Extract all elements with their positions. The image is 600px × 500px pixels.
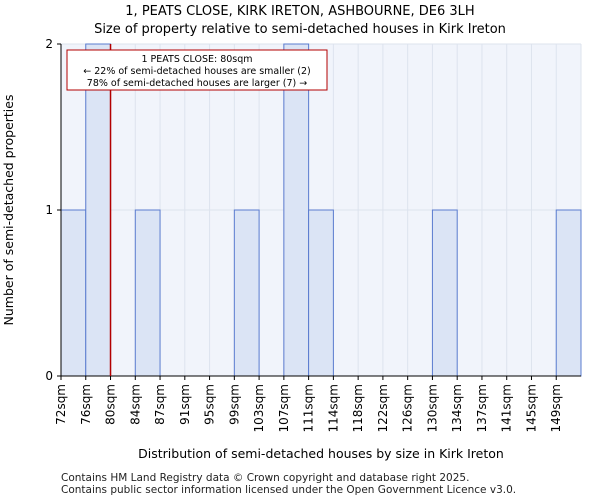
annotation-box	[66, 49, 328, 91]
y-tick-label: 0	[45, 369, 53, 383]
x-tick-label-72sqm: 72sqm	[54, 384, 68, 425]
x-tick-label-76sqm: 76sqm	[79, 384, 93, 425]
annotation-line1: 1 PEATS CLOSE: 80sqm	[141, 54, 252, 65]
x-tick-label-114sqm: 114sqm	[326, 384, 340, 432]
annotation-line2: ← 22% of semi-detached houses are smalle…	[83, 66, 311, 77]
footer-licence: Contains public sector information licen…	[61, 484, 517, 496]
y-axis-label: Number of semi-detached properties	[1, 95, 16, 326]
bar-111sqm	[308, 209, 334, 377]
x-tick-label-103sqm: 103sqm	[252, 384, 266, 432]
bar-149sqm	[555, 209, 582, 377]
bar-76sqm	[85, 43, 112, 377]
annotation-line3: 78% of semi-detached houses are larger (…	[87, 78, 307, 89]
footer-copyright: Contains HM Land Registry data © Crown c…	[61, 472, 470, 484]
bar-99sqm	[233, 209, 260, 377]
x-tick-label-149sqm: 149sqm	[549, 384, 563, 432]
x-tick-label-91sqm: 91sqm	[178, 384, 192, 425]
y-tick-label: 2	[45, 37, 53, 51]
bar-107sqm	[283, 43, 310, 377]
x-tick-label-111sqm: 111sqm	[302, 384, 316, 432]
chart-title-line2: Size of property relative to semi-detach…	[94, 22, 506, 37]
x-tick-label-122sqm: 122sqm	[376, 384, 390, 432]
chart-title-line1: 1, PEATS CLOSE, KIRK IRETON, ASHBOURNE, …	[125, 4, 475, 19]
x-tick-label-137sqm: 137sqm	[475, 384, 489, 432]
x-tick-label-80sqm: 80sqm	[104, 384, 118, 425]
bar-84sqm	[134, 209, 161, 377]
x-tick-label-126sqm: 126sqm	[401, 384, 415, 432]
x-tick-label-84sqm: 84sqm	[128, 384, 142, 425]
x-tick-label-134sqm: 134sqm	[450, 384, 464, 432]
x-tick-label-87sqm: 87sqm	[153, 384, 167, 425]
x-tick-label-130sqm: 130sqm	[425, 384, 439, 432]
x-tick-label-145sqm: 145sqm	[524, 384, 538, 432]
bar-130sqm	[431, 209, 458, 377]
x-tick-label-107sqm: 107sqm	[277, 384, 291, 432]
x-tick-label-141sqm: 141sqm	[500, 384, 514, 432]
x-tick-label-118sqm: 118sqm	[351, 384, 365, 432]
x-axis-label: Distribution of semi-detached houses by …	[138, 446, 504, 461]
bar-72sqm	[60, 209, 87, 377]
y-tick-label: 1	[45, 203, 53, 217]
x-tick-label-95sqm: 95sqm	[203, 384, 217, 425]
x-tick-label-99sqm: 99sqm	[227, 384, 241, 425]
